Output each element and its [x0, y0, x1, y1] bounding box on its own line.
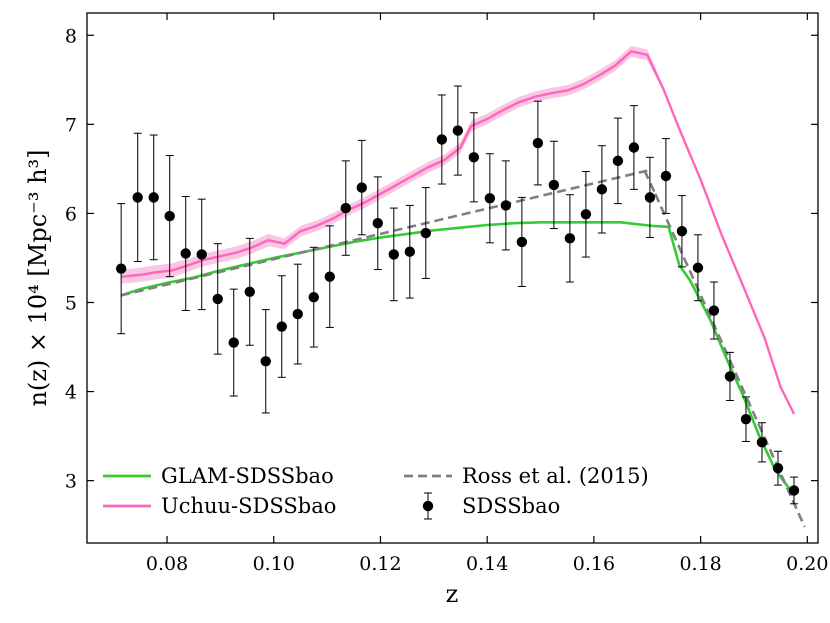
legend-label: GLAM-SDSSbao — [161, 464, 334, 488]
sdssbao-point — [292, 308, 303, 320]
sdssbao-point — [724, 371, 736, 382]
sdssbao-point — [164, 210, 175, 222]
sdssbao-point — [148, 192, 159, 203]
sdssbao-point — [756, 437, 768, 448]
sdssbao-point — [115, 263, 127, 274]
sdssbao-point — [740, 413, 752, 425]
sdssbao-point — [484, 193, 496, 204]
legend-label: Ross et al. (2015) — [462, 464, 649, 488]
sdssbao-point — [516, 236, 528, 248]
sdssbao-point — [772, 462, 784, 474]
sdssbao-point — [644, 192, 656, 203]
y-tick-label: 8 — [65, 25, 77, 47]
x-tick-label: 0.12 — [359, 553, 401, 575]
y-axis-title: n(z) × 10⁴ [Mpc⁻³ h³] — [24, 149, 52, 406]
sdssbao-point — [404, 246, 416, 257]
sdssbao-point — [788, 485, 800, 496]
sdssbao-point — [500, 200, 512, 211]
sdssbao-point — [452, 125, 464, 136]
sdssbao-point — [676, 226, 688, 237]
x-axis-title: z — [446, 580, 459, 608]
sdssbao-point — [548, 179, 560, 191]
axes-frame — [86, 12, 819, 544]
sdssbao-point — [692, 262, 704, 273]
legend-label: Uchuu-SDSSbao — [161, 494, 336, 518]
uchuu-sdssbao-line — [121, 50, 796, 415]
sdssbao-point — [372, 218, 383, 229]
sdssbao-point — [612, 155, 624, 167]
sdssbao-point — [356, 182, 367, 193]
sdssbao-point — [180, 248, 191, 259]
legend: GLAM-SDSSbao Uchuu-SDSSbao Ross et al. (20… — [103, 464, 649, 520]
x-tick-label: 0.08 — [146, 553, 188, 575]
x-tick-label: 0.18 — [679, 553, 721, 575]
ross-2015-dashed-line — [643, 170, 657, 195]
ross-2015-dashed-line — [120, 169, 648, 297]
y-tick-label: 4 — [65, 382, 77, 404]
x-tick-label: 0.16 — [573, 553, 615, 575]
x-tick-label: 0.20 — [786, 553, 828, 575]
sdssbao-point — [244, 286, 255, 298]
plot-area — [115, 45, 806, 528]
sdssbao-point — [564, 233, 576, 244]
sdssbao-point — [324, 271, 335, 282]
y-tick-label: 3 — [65, 471, 77, 493]
sdssbao-point — [420, 227, 432, 239]
legend-sdssbao-marker — [422, 500, 434, 512]
sdssbao-point — [596, 184, 608, 195]
sdssbao-point — [260, 356, 271, 367]
sdssbao-point — [660, 170, 672, 182]
sdssbao-point — [228, 337, 239, 348]
y-tick-label: 6 — [65, 203, 77, 225]
sdssbao-point — [340, 202, 351, 214]
x-tick-label: 0.14 — [466, 553, 508, 575]
sdssbao-point — [708, 305, 720, 316]
sdssbao-point — [436, 134, 448, 145]
sdssbao-point — [388, 249, 400, 260]
sdssbao-point — [212, 293, 223, 305]
glam-sdssbao-line — [120, 221, 793, 493]
sdssbao-point — [628, 142, 640, 153]
sdssbao-point — [276, 321, 287, 332]
sdssbao-point — [308, 291, 319, 303]
sdssbao-point — [196, 249, 207, 260]
sdssbao-point — [580, 209, 592, 220]
sdssbao-point — [132, 192, 143, 203]
legend-label: SDSSbao — [462, 494, 560, 518]
x-tick-label: 0.10 — [253, 553, 295, 575]
axes-ticks: 0.08 0.10 0.12 0.14 0.16 0.18 0.20 3 4 5 6 7 8 — [65, 13, 828, 575]
sdssbao-point — [532, 137, 544, 149]
y-tick-label: 7 — [65, 114, 77, 136]
y-tick-label: 5 — [65, 292, 77, 314]
sdssbao-point — [468, 152, 480, 163]
